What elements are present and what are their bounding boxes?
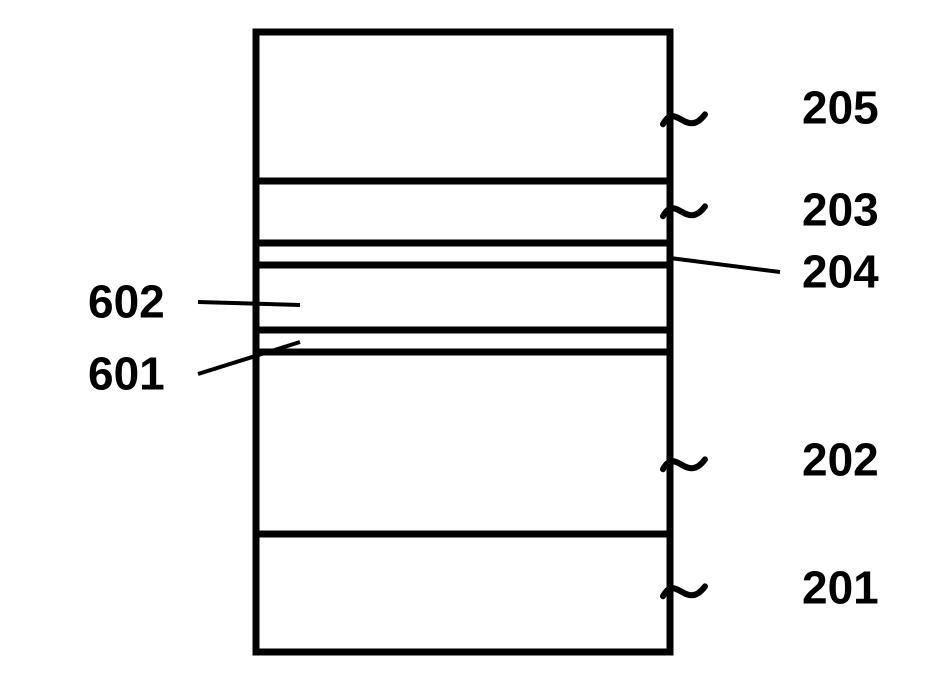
label-left: 602	[88, 275, 165, 327]
label-right: 202	[802, 433, 879, 485]
label-right: 201	[802, 561, 879, 613]
label-right: 203	[802, 183, 879, 235]
layer-stack-diagram: 602 601 205 203 204 202 201	[0, 0, 938, 677]
label-right: 204	[802, 245, 879, 297]
layer-stack-outline	[256, 32, 670, 652]
right-leader-marks	[663, 114, 780, 596]
left-leader-lines	[198, 302, 300, 374]
label-left: 601	[88, 347, 165, 399]
left-leader-line	[198, 302, 300, 305]
left-leader-line	[198, 342, 300, 374]
layer-dividers	[256, 181, 670, 534]
label-right: 205	[802, 81, 879, 133]
right-leader-line	[670, 258, 780, 272]
